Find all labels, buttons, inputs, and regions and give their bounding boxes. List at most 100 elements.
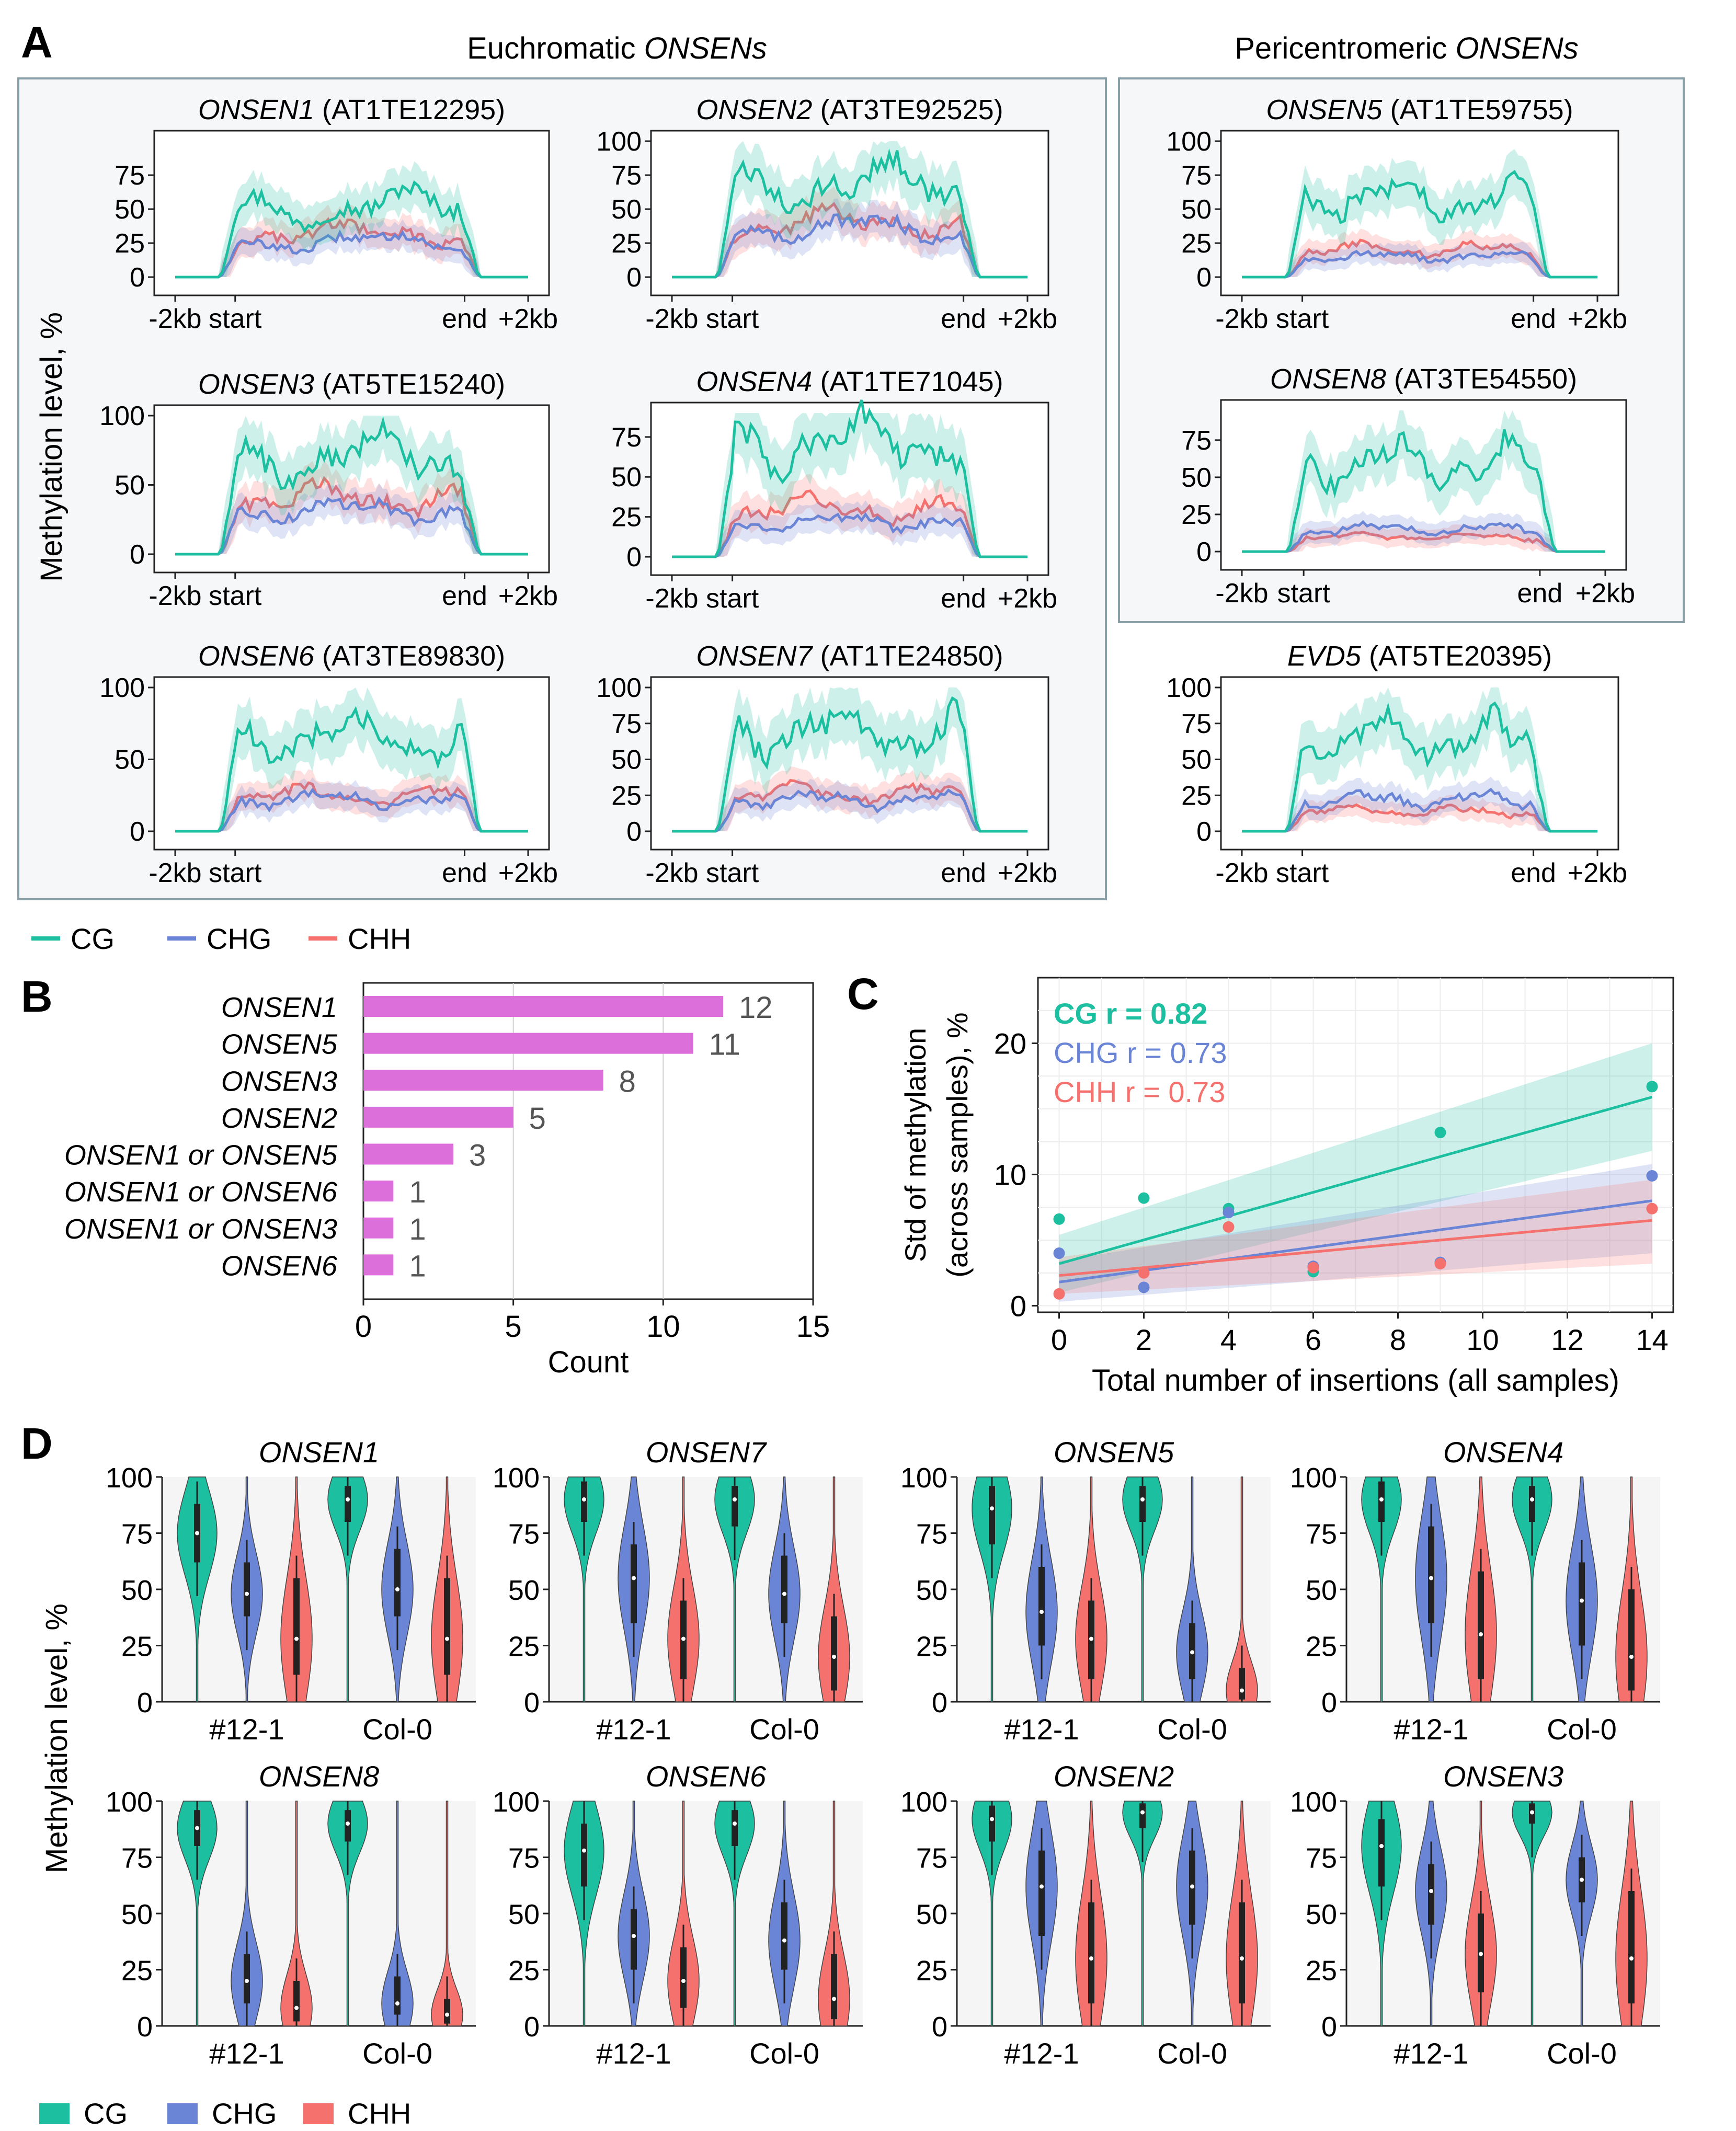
- panel-label-b: B: [21, 972, 53, 1021]
- series-line-cg: [672, 148, 1027, 279]
- metaplot-title: ONSEN4 (AT1TE71045): [696, 366, 1003, 397]
- y-tick-label: 25: [115, 228, 145, 259]
- metaplot-onsen4: ONSEN4 (AT1TE71045) 0 25 50 75 -2kb start end +2…: [611, 366, 1057, 614]
- data-point-chg: [1223, 1207, 1235, 1219]
- violin-chh: [818, 1476, 850, 1702]
- ci-band-chg: [175, 219, 528, 277]
- y-tick-label: 25: [1306, 1631, 1337, 1663]
- x-tick-label: Col-0: [749, 1713, 819, 1746]
- violin-median-dot: [782, 1938, 786, 1943]
- violin-median-dot: [445, 1636, 449, 1641]
- y-tick-label: 100: [1290, 1462, 1337, 1494]
- x-tick-label: #12-1: [1004, 1713, 1079, 1746]
- y-tick-label: 25: [1181, 781, 1212, 811]
- violin-iqr-box: [1628, 1891, 1635, 2003]
- x-tick-label: end: [442, 858, 487, 888]
- series-line-chg: [672, 788, 1027, 833]
- series-line-cg: [672, 399, 1027, 558]
- x-tick-label: 4: [1220, 1323, 1237, 1356]
- y-tick-label: 0: [1321, 2011, 1337, 2043]
- violin-plot-title: ONSEN5: [1054, 1436, 1174, 1469]
- legend-label-chh: CHH: [348, 2097, 411, 2130]
- violin-median-dot: [832, 1997, 836, 2001]
- y-tick-label: 50: [916, 1899, 947, 1930]
- x-tick-label: start: [209, 581, 262, 611]
- metaplot-title: ONSEN8 (AT3TE54550): [1270, 363, 1577, 395]
- violin-cg: [714, 1801, 755, 2026]
- ci-band-chh: [1059, 1179, 1652, 1294]
- x-tick-label: start: [1276, 858, 1329, 888]
- bar-value-label: 5: [529, 1102, 546, 1136]
- y-tick-label: 50: [611, 194, 642, 225]
- y-tick-label: 25: [1181, 500, 1212, 530]
- y-tick-label: 50: [121, 1575, 153, 1606]
- element-id: (AT1TE12295): [314, 94, 505, 125]
- pericentromeric-title: Pericentromeric ONSENs: [1235, 31, 1579, 65]
- ci-band-chh: [1242, 794, 1597, 831]
- violin-iqr-box: [345, 1810, 351, 1842]
- x-tick-label: end: [941, 583, 986, 614]
- metaplot-title: ONSEN3 (AT5TE15240): [198, 369, 505, 400]
- plot-frame: [153, 404, 550, 574]
- x-tick-label: end: [1511, 858, 1556, 888]
- x-tick-label: Col-0: [1157, 2037, 1227, 2070]
- panel-d-violin-plots: ONSEN1 0 25 50 75 100 #12-1 Col-0 ONSEN7 0 25 50 75 1…: [106, 1436, 1660, 2070]
- violin-median-dot: [1429, 1889, 1433, 1893]
- x-tick-label: -2kb: [149, 581, 201, 611]
- euchromatic-title: Euchromatic ONSENs: [467, 31, 767, 65]
- violin-cg: [177, 1801, 218, 2026]
- x-tick-label: start: [1277, 578, 1331, 609]
- x-tick-label: start: [706, 583, 759, 614]
- violin-plot-onsen3: ONSEN3 0 25 50 75 100 #12-1 Col-0: [1290, 1760, 1660, 2070]
- ci-band-chg: [1242, 776, 1597, 831]
- plot-frame: [1220, 130, 1619, 296]
- y-tick-label: 50: [508, 1575, 540, 1606]
- x-tick-label: end: [442, 581, 487, 611]
- x-tick-label: start: [209, 304, 262, 334]
- plot-frame: [650, 676, 1049, 851]
- bar-category-label: ONSEN1: [221, 992, 337, 1023]
- violin-median-dot: [395, 1587, 399, 1591]
- data-point-chh: [1307, 1262, 1319, 1274]
- ci-band-chg: [1059, 1164, 1652, 1302]
- bar-value-label: 11: [709, 1028, 740, 1062]
- violin-iqr-box: [1428, 1526, 1434, 1623]
- y-tick-label: 0: [626, 542, 642, 572]
- y-tick-label: 75: [611, 161, 642, 191]
- data-point-cg: [1138, 1192, 1150, 1204]
- y-tick-label: 50: [1181, 745, 1212, 775]
- ci-band-chg: [175, 777, 528, 831]
- y-tick-label: 100: [493, 1786, 540, 1818]
- violin-plot-onsen1: ONSEN1 0 25 50 75 100 #12-1 Col-0: [106, 1436, 476, 1746]
- series-line-cg: [175, 180, 528, 279]
- violin-cg: [327, 1801, 368, 2026]
- y-tick-label: 25: [121, 1631, 153, 1663]
- panel-a-y-axis-label: Methylation level, %: [35, 312, 68, 582]
- series-line-chh: [1242, 531, 1605, 553]
- bar-category-label: ONSEN1 or ONSEN3: [64, 1213, 337, 1245]
- metaplot-title: ONSEN1 (AT1TE12295): [198, 94, 505, 125]
- y-tick-label: 50: [1306, 1899, 1337, 1930]
- ci-band-cg: [1242, 688, 1597, 831]
- panel-d-y-axis-label: Methylation level, %: [40, 1603, 74, 1873]
- violin-median-dot: [782, 1591, 786, 1596]
- y-tick-label: 25: [611, 502, 642, 533]
- violin-median-dot: [1530, 1810, 1534, 1815]
- metaplot-onsen6: ONSEN6 (AT3TE89830) 0 50 100 -2kb start end +2k…: [99, 640, 558, 888]
- legend-label-chh: CHH: [348, 922, 411, 955]
- violin-median-dot: [346, 1497, 350, 1502]
- x-tick-label: -2kb: [1215, 578, 1268, 609]
- y-tick-label: 50: [115, 471, 145, 501]
- x-tick-label: 0: [355, 1310, 372, 1344]
- x-tick-label: #12-1: [209, 2037, 284, 2070]
- violin-median-dot: [1140, 1810, 1145, 1815]
- x-tick-label: #12-1: [209, 1713, 284, 1746]
- y-tick-label: 75: [611, 422, 642, 453]
- x-tick-label: -2kb: [645, 304, 698, 334]
- y-tick-label: 50: [1306, 1575, 1337, 1606]
- legend-swatch-chg: [167, 2103, 198, 2124]
- x-tick-label: end: [941, 304, 986, 334]
- violin-median-dot: [1629, 1655, 1634, 1659]
- violin-median-dot: [1240, 1956, 1244, 1961]
